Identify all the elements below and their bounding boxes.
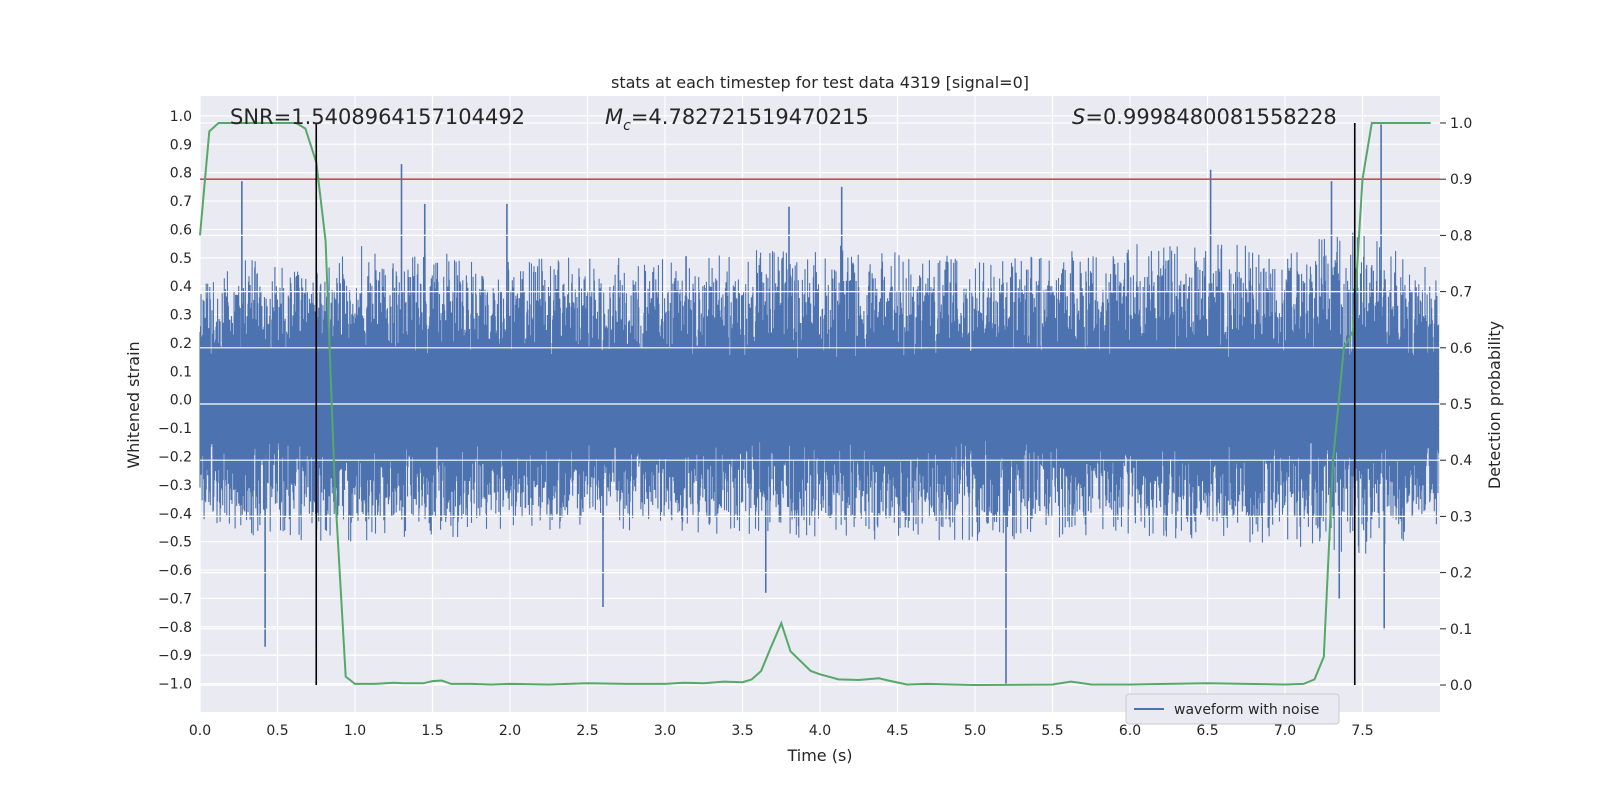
- y-tick-label: −0.9: [158, 648, 192, 664]
- y2-tick-label: 0.4: [1450, 453, 1472, 469]
- y-tick-label: 0.6: [170, 222, 192, 238]
- y-tick-label: −0.2: [158, 450, 192, 466]
- score-annotation: S=0.9998480081558228: [1072, 105, 1337, 129]
- y-tick-label: 1.0: [170, 109, 192, 125]
- y-tick-label: 0.1: [170, 364, 192, 380]
- y-tick-label: −0.5: [158, 535, 192, 551]
- x-tick-label: 0.0: [189, 723, 211, 739]
- y2-tick-label: 0.2: [1450, 566, 1472, 582]
- y-tick-label: −1.0: [158, 677, 192, 693]
- y-tick-label: −0.8: [158, 620, 192, 636]
- x-tick-label: 2.0: [499, 723, 521, 739]
- y2-tick-label: 0.9: [1450, 172, 1472, 188]
- x-tick-label: 4.0: [809, 723, 831, 739]
- y2-tick-label: 1.0: [1450, 116, 1472, 132]
- y2-axis-ticks: 1.0 0.9 0.8 0.7 0.6 0.5 0.4 0.3 0.2 0.1 0.0: [1440, 116, 1472, 694]
- x-tick-label: 6.0: [1119, 723, 1141, 739]
- y-tick-label: 0.8: [170, 166, 192, 182]
- vertical-markers: [315, 122, 1356, 686]
- y-tick-label: 0.4: [170, 279, 192, 295]
- x-tick-label: 7.0: [1274, 723, 1296, 739]
- y-tick-label: −0.3: [158, 478, 192, 494]
- x-tick-label: 3.0: [654, 723, 676, 739]
- snr-annotation: SNR=1.5408964157104492: [230, 105, 525, 129]
- x-axis-label: Time (s): [786, 746, 852, 765]
- legend-label: waveform with noise: [1174, 702, 1319, 718]
- x-tick-label: 2.5: [576, 723, 598, 739]
- y-tick-label: 0.7: [170, 194, 192, 210]
- legend: waveform with noise: [1125, 693, 1340, 725]
- chirp-mass-annotation: Mc=4.782721519470215: [605, 105, 869, 134]
- score-symbol: S: [1072, 105, 1085, 129]
- y-tick-label: −0.7: [158, 591, 192, 607]
- y-tick-label: 0.9: [170, 137, 192, 153]
- y-tick-label: 0.3: [170, 308, 192, 324]
- y2-tick-label: 0.0: [1450, 678, 1472, 694]
- y-tick-label: −0.6: [158, 563, 192, 579]
- legend-box: [1125, 693, 1340, 725]
- x-tick-label: 1.5: [421, 723, 443, 739]
- x-tick-label: 6.5: [1196, 723, 1218, 739]
- probability-line: [199, 122, 1431, 687]
- y2-tick-label: 0.6: [1450, 341, 1472, 357]
- x-tick-label: 5.5: [1041, 723, 1063, 739]
- chirp-mass-subscript: c: [623, 118, 631, 134]
- x-tick-label: 1.0: [344, 723, 366, 739]
- y-tick-label: 0.0: [170, 393, 192, 409]
- y2-tick-label: 0.3: [1450, 509, 1472, 525]
- y-tick-label: 0.2: [170, 336, 192, 352]
- x-tick-label: 0.5: [266, 723, 288, 739]
- x-tick-label: 5.0: [964, 723, 986, 739]
- waveform-noise: [199, 232, 1440, 554]
- y-tick-label: −0.4: [158, 506, 192, 522]
- y2-tick-label: 0.7: [1450, 285, 1472, 301]
- probability-series: [199, 122, 1431, 687]
- x-axis-ticks: 0.0 0.5 1.0 1.5 2.0 2.5 3.0 3.5 4.0 4.5 5.0 5.5 6.0 6…: [189, 723, 1374, 739]
- y2-tick-label: 0.5: [1450, 397, 1472, 413]
- y-tick-label: −0.1: [158, 421, 192, 437]
- y2-tick-label: 0.1: [1450, 622, 1472, 638]
- chart-title: stats at each timestep for test data 431…: [611, 73, 1029, 92]
- chirp-mass-symbol: M: [605, 105, 623, 129]
- y2-tick-label: 0.8: [1450, 228, 1472, 244]
- y-axis-label: Whitened strain: [124, 341, 143, 468]
- y2-axis-label: Detection probability: [1485, 321, 1504, 489]
- waveform-series: [199, 122, 1440, 686]
- x-tick-label: 3.5: [731, 723, 753, 739]
- y-axis-ticks: 1.0 0.9 0.8 0.7 0.6 0.5 0.4 0.3 0.2 0.1 0.0 −0.1 −0.…: [158, 109, 192, 693]
- x-tick-label: 4.5: [886, 723, 908, 739]
- chirp-mass-value: =4.782721519470215: [631, 105, 869, 129]
- x-tick-label: 7.5: [1351, 723, 1373, 739]
- y-tick-label: 0.5: [170, 251, 192, 267]
- score-value: =0.9998480081558228: [1085, 105, 1336, 129]
